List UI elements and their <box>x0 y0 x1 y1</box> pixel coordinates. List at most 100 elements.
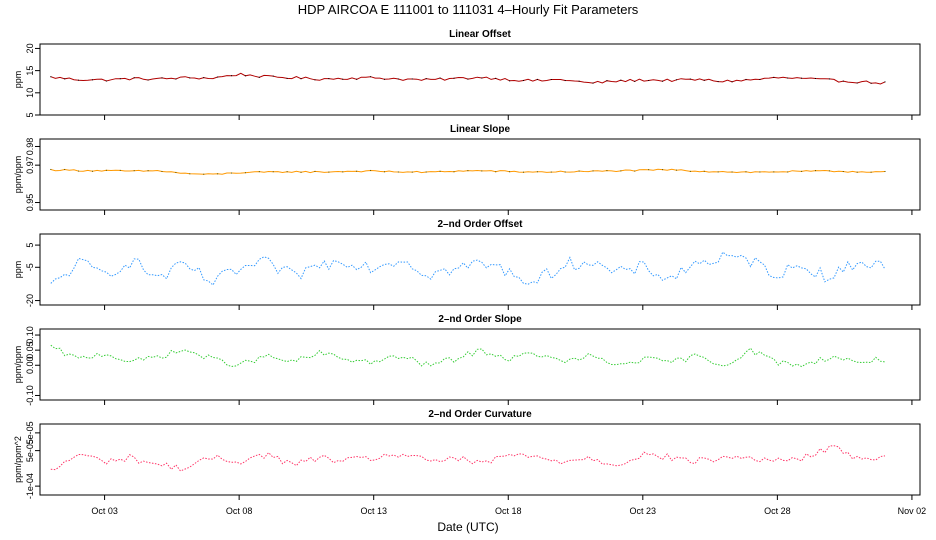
series-marker <box>495 77 497 79</box>
series-marker <box>536 171 538 173</box>
series-marker <box>50 76 52 78</box>
series-marker <box>523 79 525 81</box>
series-marker <box>523 171 525 173</box>
series-marker <box>495 171 497 173</box>
y-tick-label: 0.98 <box>25 138 35 156</box>
y-tick-label: -0.10 <box>25 385 35 406</box>
series-marker <box>509 171 511 173</box>
series-markers <box>50 75 886 84</box>
series-marker <box>662 169 664 171</box>
series-marker <box>481 170 483 172</box>
y-axis-label: ppm <box>13 261 23 279</box>
series-marker <box>467 170 469 172</box>
series-marker <box>509 80 511 82</box>
panel-1: Linear Offset ppm 5 10 15 20 <box>13 29 921 120</box>
x-tick-label: Nov 02 <box>898 506 927 516</box>
series-marker <box>648 79 650 81</box>
panel-frame <box>39 328 921 401</box>
x-tick-label: Oct 08 <box>226 506 253 516</box>
series-marker <box>231 75 233 77</box>
figure-title: HDP AIRCOA E 111001 to 111031 4–Hourly F… <box>298 2 639 17</box>
series-marker <box>383 78 385 80</box>
y-tick-label: -1e-04 <box>25 473 35 499</box>
series-marker <box>147 79 149 81</box>
series-marker <box>731 171 733 173</box>
series-marker <box>620 79 622 81</box>
panel-frame <box>39 233 921 306</box>
x-tick-label: Oct 18 <box>495 506 522 516</box>
series-marker <box>203 77 205 79</box>
y-tick-label: 5e-05 <box>25 421 35 444</box>
series-marker <box>425 78 427 80</box>
series-marker <box>286 171 288 173</box>
series-marker <box>314 79 316 81</box>
series-marker <box>50 168 52 170</box>
series-marker <box>717 81 719 83</box>
series-marker <box>119 78 121 80</box>
series-marker <box>787 77 789 79</box>
series-marker <box>856 82 858 84</box>
series-marker <box>592 170 594 172</box>
series-marker <box>217 173 219 175</box>
y-tick-label: 20 <box>25 43 35 53</box>
series-marker <box>550 79 552 81</box>
series-marker <box>314 170 316 172</box>
series-marker <box>64 78 66 80</box>
x-axis-title: Date (UTC) <box>437 520 498 534</box>
series-marker <box>439 77 441 79</box>
y-axis-label: ppm/ppm <box>13 156 23 194</box>
y-tick-label: 0.10 <box>25 326 35 344</box>
series-marker <box>244 75 246 77</box>
panel-title: Linear Slope <box>450 124 510 135</box>
series-marker <box>272 75 274 77</box>
series-marker <box>634 170 636 172</box>
series-marker <box>439 170 441 172</box>
panel-title: 2–nd Order Curvature <box>428 409 532 420</box>
series-marker <box>217 76 219 78</box>
y-tick-label: 0.95 <box>25 194 35 212</box>
series-marker <box>356 170 358 172</box>
series-marker <box>258 76 260 78</box>
x-tick-label: Oct 03 <box>91 506 118 516</box>
series-marker <box>342 78 344 80</box>
series-marker <box>481 77 483 79</box>
series-marker <box>91 170 93 172</box>
series-marker <box>884 170 886 172</box>
y-tick-label: 0.97 <box>25 156 35 174</box>
panel-title: Linear Offset <box>449 29 511 40</box>
series-marker <box>175 171 177 173</box>
series-marker <box>801 170 803 172</box>
series-marker <box>828 170 830 172</box>
series-marker <box>64 168 66 170</box>
panel-title: 2–nd Order Offset <box>437 219 523 230</box>
series-marker <box>286 77 288 79</box>
series-marker <box>370 76 372 78</box>
series-marker <box>411 78 413 80</box>
series-marker <box>105 169 107 171</box>
series-marker <box>578 170 580 172</box>
series-marker <box>133 170 135 172</box>
y-axis-label: ppm/ppm^2 <box>13 436 23 483</box>
series-marker <box>745 78 747 80</box>
series-marker <box>161 170 163 172</box>
series-marker <box>606 170 608 172</box>
panel-4: 2–nd Order Slope ppm/ppm-0.10 0.000.050.10 <box>13 314 921 406</box>
series-marker <box>634 80 636 82</box>
series-marker <box>231 172 233 174</box>
y-tick-label: -20 <box>25 294 35 307</box>
series-marker <box>370 169 372 171</box>
series-marker <box>675 169 677 171</box>
panel-frame <box>39 138 921 211</box>
series-line <box>50 445 886 472</box>
series-marker <box>300 78 302 80</box>
series-marker <box>731 81 733 83</box>
series-marker <box>272 171 274 173</box>
series-marker <box>91 79 93 81</box>
y-tick-label: 0.05 <box>25 341 35 359</box>
series-marker <box>745 171 747 173</box>
series-marker <box>161 77 163 79</box>
series-marker <box>328 171 330 173</box>
series-marker <box>453 171 455 173</box>
series-marker <box>703 79 705 81</box>
